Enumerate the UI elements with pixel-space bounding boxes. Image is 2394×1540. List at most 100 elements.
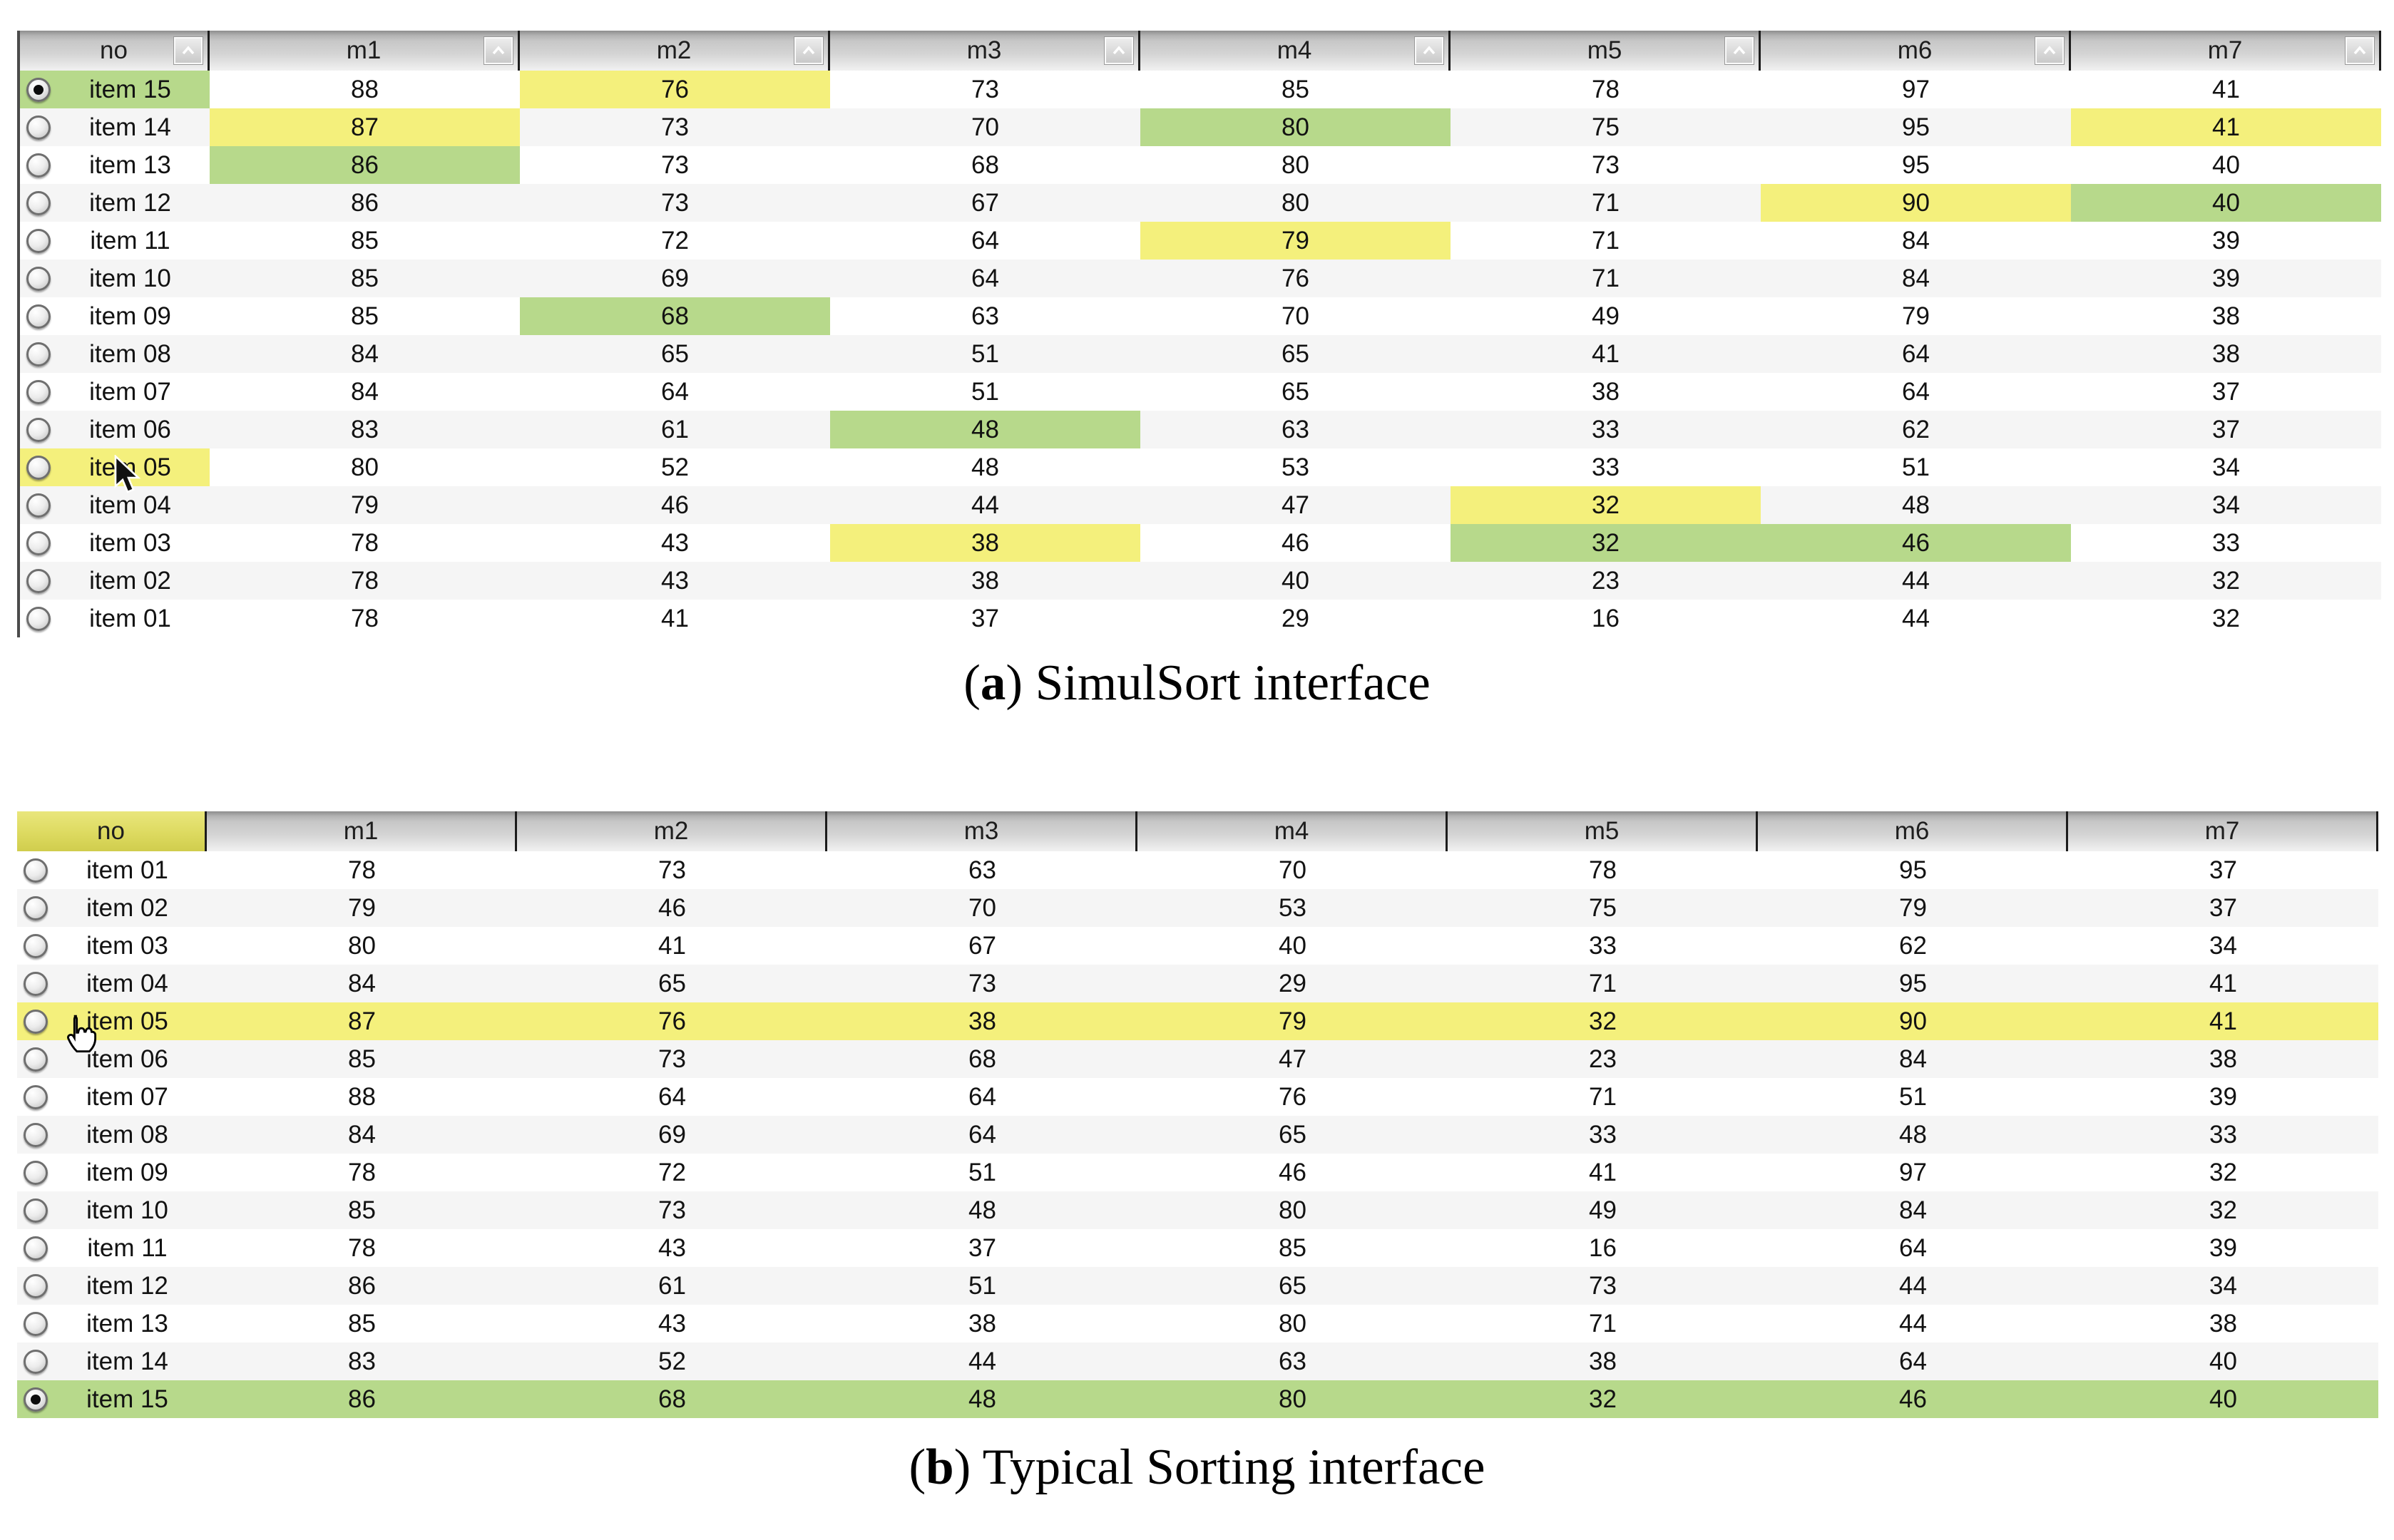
column-header-m1[interactable]: m1	[207, 811, 517, 851]
radio-button[interactable]	[26, 115, 51, 140]
radio-button[interactable]	[24, 1236, 48, 1261]
table-row-item-04[interactable]: item 04 84 65 73 29 71 95 41	[17, 965, 2378, 1002]
radio-button[interactable]	[26, 342, 51, 366]
radio-button[interactable]	[24, 1084, 48, 1109]
radio-button[interactable]	[24, 1047, 48, 1072]
table-row-item-03[interactable]: item 03 80 41 67 40 33 62 34	[17, 927, 2378, 965]
table-row-item-09[interactable]: item 09 78 72 51 46 41 97 32	[17, 1154, 2378, 1191]
table-row-item-09[interactable]: item 09 85 68 63 70 49 79 38	[20, 297, 2381, 335]
sort-button[interactable]	[1724, 36, 1754, 65]
table-row-item-07[interactable]: item 07 84 64 51 65 38 64 37	[20, 373, 2381, 411]
table-row-item-11[interactable]: item 11 85 72 64 79 71 84 39	[20, 222, 2381, 260]
column-header-m6[interactable]: m6	[1758, 811, 2068, 851]
table-row-item-12[interactable]: item 12 86 73 67 80 71 90 40	[20, 184, 2381, 222]
radio-button[interactable]	[24, 1009, 48, 1034]
table-row-item-01[interactable]: item 01 78 73 63 70 78 95 37	[17, 851, 2378, 889]
table-row-item-07[interactable]: item 07 88 64 64 76 71 51 39	[17, 1078, 2378, 1116]
caption-b-open: (	[909, 1439, 926, 1495]
table-row-item-14[interactable]: item 14 87 73 70 80 75 95 41	[20, 108, 2381, 146]
column-header-m4[interactable]: m4	[1137, 811, 1448, 851]
radio-button[interactable]	[26, 530, 51, 555]
radio-button[interactable]	[24, 895, 48, 920]
radio-button[interactable]	[24, 971, 48, 996]
radio-button[interactable]	[26, 190, 51, 215]
table-cell: 87	[348, 1007, 376, 1035]
table-cell: 41	[658, 931, 686, 960]
sort-button[interactable]	[1104, 36, 1134, 65]
item-label: item 03	[89, 528, 171, 557]
radio-button[interactable]	[24, 1349, 48, 1374]
radio-button[interactable]	[26, 493, 51, 518]
radio-button[interactable]	[26, 153, 51, 178]
radio-button[interactable]	[26, 568, 51, 593]
table-cell: 97	[1902, 75, 1930, 103]
sort-button[interactable]	[2345, 36, 2375, 65]
sort-button[interactable]	[484, 36, 513, 65]
column-header-m7[interactable]: m7	[2071, 31, 2381, 71]
table-cell: 51	[971, 339, 999, 368]
table-row-item-04[interactable]: item 04 79 46 44 47 32 48 34	[20, 486, 2381, 524]
sort-button[interactable]	[173, 36, 203, 65]
table-row-item-05[interactable]: item 05 87 76 38 79 32 90 41	[17, 1002, 2378, 1040]
table-row-item-13[interactable]: item 13 85 43 38 80 71 44 38	[17, 1305, 2378, 1343]
table-row-item-06[interactable]: item 06 83 61 48 63 33 62 37	[20, 411, 2381, 448]
item-label: item 11	[90, 226, 170, 255]
table-row-item-01[interactable]: item 01 78 41 37 29 16 44 32	[20, 600, 2381, 637]
table-row-item-10[interactable]: item 10 85 73 48 80 49 84 32	[17, 1191, 2378, 1229]
radio-button[interactable]	[26, 606, 51, 631]
column-header-no[interactable]: no	[20, 31, 210, 71]
item-name-cell: item 04	[17, 965, 207, 1002]
sort-button[interactable]	[2035, 36, 2065, 65]
table-row-item-08[interactable]: item 08 84 65 51 65 41 64 38	[20, 335, 2381, 373]
radio-button[interactable]	[24, 1273, 48, 1298]
item-label: item 14	[86, 1347, 168, 1375]
table-row-item-05[interactable]: item 05 80 52 48 53 33 51 34	[20, 448, 2381, 486]
table-cell: 48	[968, 1385, 996, 1413]
table-cell: 78	[348, 1233, 376, 1262]
table-row-item-14[interactable]: item 14 83 52 44 63 38 64 40	[17, 1343, 2378, 1380]
radio-button[interactable]	[24, 1122, 48, 1147]
radio-button[interactable]	[26, 417, 51, 442]
radio-button[interactable]	[24, 933, 48, 958]
radio-button[interactable]	[24, 1160, 48, 1185]
column-header-no[interactable]: no	[17, 811, 207, 851]
column-header-m1[interactable]: m1	[210, 31, 520, 71]
radio-button[interactable]	[26, 379, 51, 404]
table-cell: 69	[661, 264, 689, 292]
table-row-item-13[interactable]: item 13 86 73 68 80 73 95 40	[20, 146, 2381, 184]
table-row-item-02[interactable]: item 02 78 43 38 40 23 44 32	[20, 562, 2381, 600]
table-row-item-15[interactable]: item 15 88 76 73 85 78 97 41	[20, 71, 2381, 108]
table-row-item-06[interactable]: item 06 85 73 68 47 23 84 38	[17, 1040, 2378, 1078]
radio-button[interactable]	[24, 858, 48, 883]
radio-button[interactable]	[24, 1311, 48, 1336]
radio-button[interactable]	[26, 304, 51, 329]
item-label: item 12	[89, 188, 171, 217]
column-header-m3[interactable]: m3	[830, 31, 1140, 71]
radio-button[interactable]	[26, 228, 51, 253]
table-row-item-08[interactable]: item 08 84 69 64 65 33 48 33	[17, 1116, 2378, 1154]
column-header-m4[interactable]: m4	[1140, 31, 1451, 71]
column-header-m5[interactable]: m5	[1451, 31, 1761, 71]
table-row-item-03[interactable]: item 03 78 43 38 46 32 46 33	[20, 524, 2381, 562]
column-header-m6[interactable]: m6	[1761, 31, 2071, 71]
radio-button[interactable]	[24, 1198, 48, 1223]
column-header-m2[interactable]: m2	[517, 811, 827, 851]
column-header-m3[interactable]: m3	[827, 811, 1137, 851]
radio-button[interactable]	[24, 1387, 48, 1412]
table-row-item-11[interactable]: item 11 78 43 37 85 16 64 39	[17, 1229, 2378, 1267]
sort-button[interactable]	[794, 36, 824, 65]
table-row-item-12[interactable]: item 12 86 61 51 65 73 44 34	[17, 1267, 2378, 1305]
radio-button[interactable]	[26, 266, 51, 291]
table-row-item-02[interactable]: item 02 79 46 70 53 75 79 37	[17, 889, 2378, 927]
table-row-item-10[interactable]: item 10 85 69 64 76 71 84 39	[20, 260, 2381, 297]
table-cell: 85	[1279, 1233, 1306, 1262]
sort-button[interactable]	[1414, 36, 1444, 65]
table-row-item-15[interactable]: item 15 86 68 48 80 32 46 40	[17, 1380, 2378, 1418]
column-header-m7[interactable]: m7	[2068, 811, 2378, 851]
table-cell: 48	[1899, 1120, 1927, 1149]
radio-button[interactable]	[26, 455, 51, 480]
column-header-m2[interactable]: m2	[520, 31, 830, 71]
column-header-m5[interactable]: m5	[1448, 811, 1758, 851]
item-name-cell: item 14	[17, 1343, 207, 1380]
radio-button[interactable]	[26, 77, 51, 102]
